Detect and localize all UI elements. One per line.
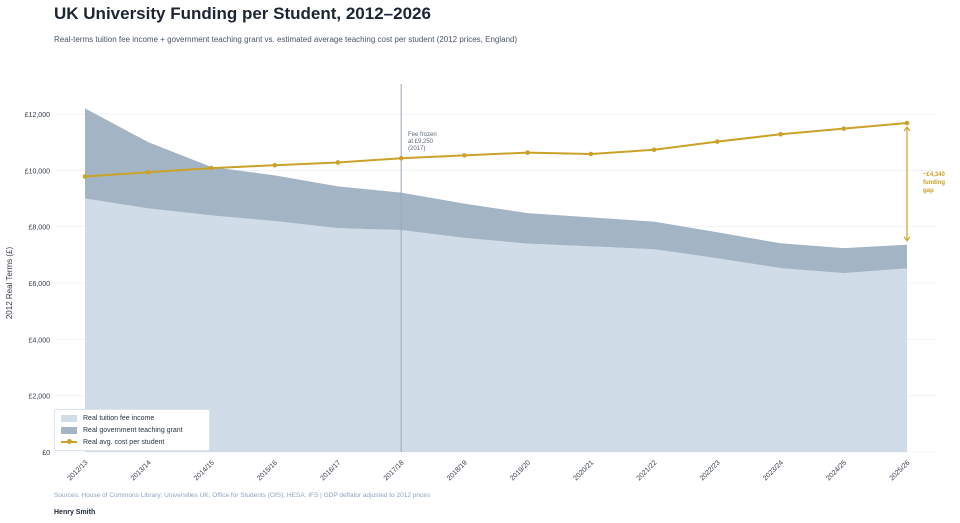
- funding-gap-group: [903, 126, 911, 242]
- fee-frozen-line-3: (2017): [408, 146, 425, 152]
- y-tick-label-2: £4,000: [29, 337, 51, 344]
- legend-swatch-cost: [61, 439, 77, 444]
- gap-arrow-top: [903, 126, 911, 132]
- y-axis-ticks: £0 £2,000 £4,000 £6,000 £8,000 £10,000 £12,000: [25, 112, 50, 457]
- legend-swatch-fee: [61, 414, 77, 422]
- fee-frozen-annotation: Fee frozen at £9,250 (2017): [408, 132, 438, 152]
- fee-frozen-line-1: Fee frozen: [408, 132, 437, 138]
- x-tick-label-2023/24: 2023/24: [762, 459, 785, 482]
- cost-point-2016/17: [335, 160, 341, 165]
- x-tick-label-2019/20: 2019/20: [509, 459, 532, 482]
- area-tuition-fee: [85, 198, 907, 452]
- cost-point-2012/13: [82, 174, 88, 179]
- legend-item-cost: Real avg. cost per student: [61, 437, 164, 447]
- funding-gap-line-2: funding: [923, 180, 945, 186]
- chart-legend: Real tuition fee income Real government …: [54, 409, 210, 451]
- y-tick-label-3: £6,000: [29, 281, 51, 288]
- legend-label-fee: Real tuition fee income: [83, 414, 155, 422]
- cost-point-2013/14: [145, 170, 151, 175]
- cost-point-2025/26: [904, 120, 910, 126]
- x-tick-label-2012/13: 2012/13: [67, 459, 90, 482]
- y-tick-label-6: £12,000: [25, 112, 50, 119]
- author-credit: Henry Smith: [54, 509, 96, 516]
- y-tick-label-0: £0: [42, 450, 50, 457]
- legend-label-grant: Real government teaching grant: [83, 426, 183, 434]
- funding-gap-annotation: ~£4,340 funding gap: [923, 172, 947, 194]
- area-teaching-grant: [85, 108, 907, 274]
- cost-point-2024/25: [841, 126, 847, 131]
- y-tick-label-5: £10,000: [25, 168, 50, 175]
- sources-note: Sources: House of Commons Library; Unive…: [54, 492, 431, 499]
- x-tick-label-2016/17: 2016/17: [319, 459, 342, 482]
- cost-point-2021/22: [651, 147, 657, 153]
- cost-line-group: [82, 120, 910, 179]
- x-axis-ticks: 2012/13 2013/14 2014/15 2015/16 2016/17 2017/…: [67, 459, 912, 482]
- cost-point-2020/21: [588, 151, 594, 157]
- legend-label-cost: Real avg. cost per student: [83, 438, 165, 446]
- cost-point-2014/15: [209, 165, 214, 171]
- x-tick-label-2022/23: 2022/23: [699, 459, 722, 482]
- cost-point-2018/19: [462, 153, 467, 158]
- chart-subtitle: Real-terms tuition fee income + governme…: [54, 35, 518, 44]
- x-tick-label-2025/26: 2025/26: [889, 459, 912, 482]
- gap-arrow-bottom: [903, 236, 911, 242]
- y-tick-label-1: £2,000: [29, 394, 51, 401]
- y-tick-label-4: £8,000: [29, 225, 51, 232]
- cost-point-2017/18: [398, 155, 404, 161]
- cost-series-line: [84, 122, 908, 178]
- y-axis-label: 2012 Real Terms (£): [5, 247, 14, 320]
- x-tick-label-2021/22: 2021/22: [636, 459, 659, 482]
- chart-title: UK University Funding per Student, 2012–…: [54, 4, 431, 23]
- fee-frozen-line-2: at £9,250: [408, 139, 434, 145]
- x-tick-label-2015/16: 2015/16: [256, 459, 279, 482]
- x-tick-label-2018/19: 2018/19: [446, 459, 469, 482]
- area-layers: [85, 108, 907, 452]
- cost-point-2015/16: [272, 162, 277, 168]
- x-tick-label-2014/15: 2014/15: [193, 459, 216, 482]
- cost-point-2022/23: [715, 139, 720, 144]
- legend-swatch-grant: [61, 426, 77, 434]
- legend-item-fee: Real tuition fee income: [61, 413, 154, 423]
- cost-point-2019/20: [525, 150, 530, 155]
- x-tick-label-2013/14: 2013/14: [130, 459, 153, 482]
- funding-gap-line-3: gap: [923, 188, 934, 194]
- x-tick-label-2017/18: 2017/18: [383, 459, 406, 482]
- x-tick-label-2020/21: 2020/21: [572, 459, 595, 482]
- legend-item-grant: Real government teaching grant: [61, 425, 183, 435]
- funding-gap-line-1: ~£4,340: [923, 172, 946, 178]
- cost-point-2023/24: [778, 131, 783, 137]
- x-tick-label-2024/25: 2024/25: [825, 459, 848, 482]
